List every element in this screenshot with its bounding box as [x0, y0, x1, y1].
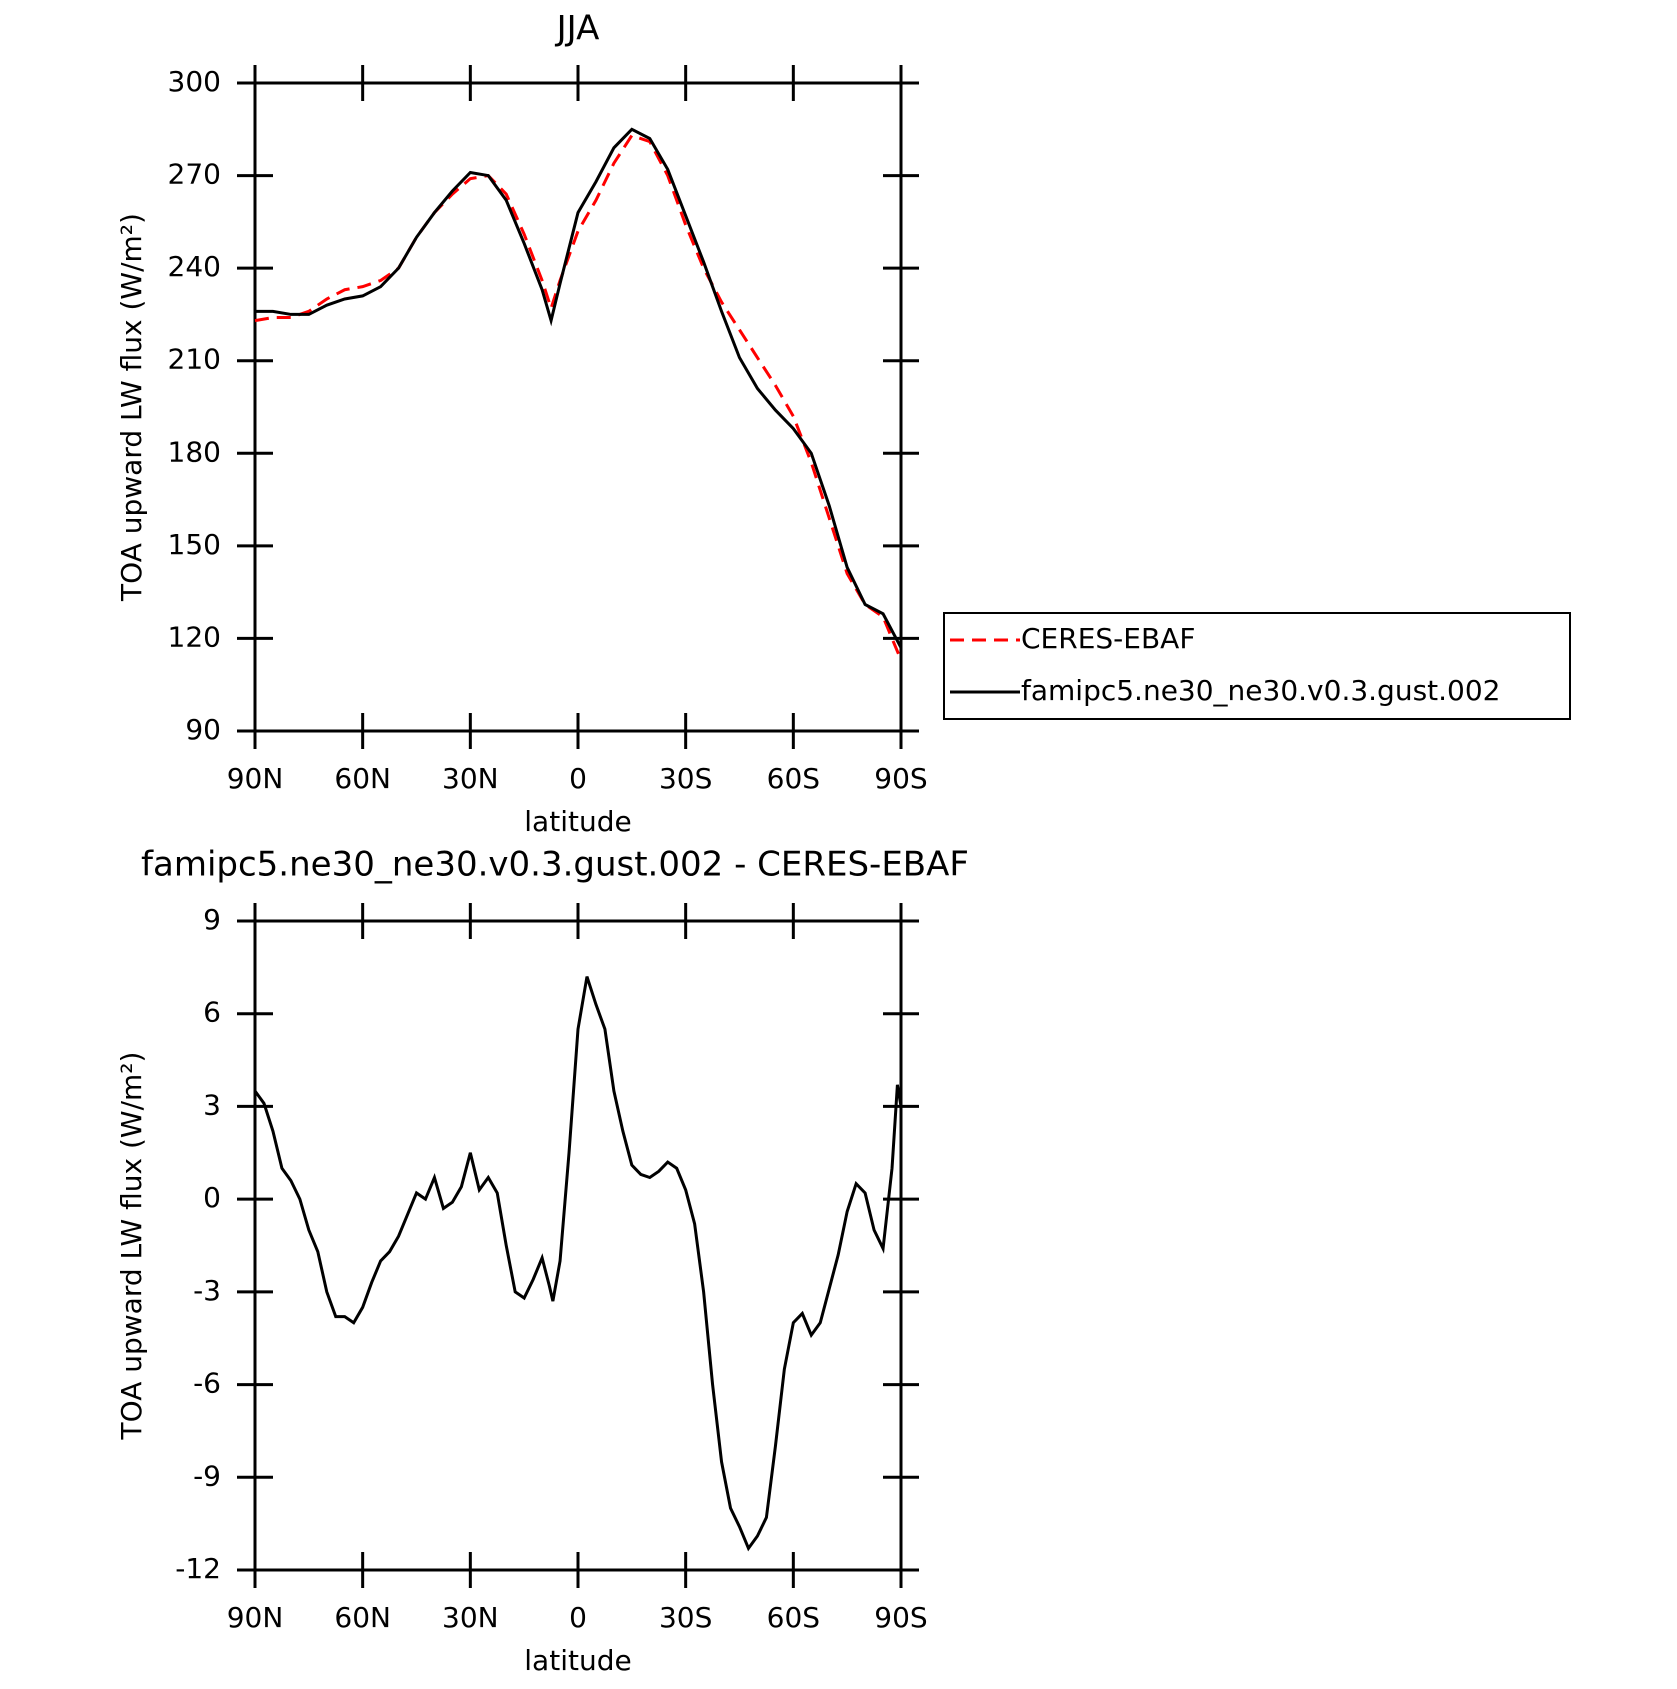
- x-tick-label: 90N: [227, 762, 284, 795]
- y-tick-label: 180: [168, 435, 221, 468]
- y-axis-label: TOA upward LW flux (W/m²): [115, 213, 148, 602]
- plot-frame: [253, 919, 903, 1572]
- y-tick-label: 120: [168, 620, 221, 653]
- y-tick-label: -9: [193, 1459, 221, 1492]
- chart-title: famipc5.ne30_ne30.v0.3.gust.002 - CERES-…: [141, 845, 969, 885]
- chart-title: JJA: [555, 9, 600, 49]
- plot-frame: [253, 81, 903, 733]
- x-tick-label: 60S: [767, 762, 820, 795]
- y-tick-label: 210: [168, 343, 221, 376]
- x-tick-label: 60N: [334, 762, 391, 795]
- legend-box: [943, 612, 1571, 720]
- series-line: [254, 133, 903, 661]
- x-tick-label: 90N: [227, 1601, 284, 1634]
- legend-label: CERES-EBAF: [1021, 622, 1195, 655]
- y-tick-label: 240: [168, 250, 221, 283]
- x-tick-label: 30S: [659, 1601, 712, 1634]
- x-axis-label: latitude: [524, 805, 631, 838]
- x-tick-label: 0: [569, 1601, 587, 1634]
- series-line: [255, 127, 903, 649]
- x-tick-label: 90S: [874, 1601, 927, 1634]
- y-tick-label: -6: [193, 1367, 221, 1400]
- y-tick-label: 9: [203, 903, 221, 936]
- y-tick-label: -12: [175, 1552, 221, 1585]
- y-axis-label: TOA upward LW flux (W/m²): [115, 1052, 148, 1441]
- x-axis-label: latitude: [524, 1644, 631, 1677]
- y-tick-label: 150: [168, 528, 221, 561]
- x-tick-label: 60S: [767, 1601, 820, 1634]
- x-tick-label: 60N: [334, 1601, 391, 1634]
- y-tick-label: 300: [168, 65, 221, 98]
- x-tick-label: 30N: [442, 1601, 499, 1634]
- y-tick-label: 3: [203, 1088, 221, 1121]
- x-tick-label: 30N: [442, 762, 499, 795]
- y-tick-label: 270: [168, 158, 221, 191]
- series-line: [253, 976, 903, 1552]
- y-tick-label: 90: [185, 713, 221, 746]
- y-tick-label: 6: [203, 996, 221, 1029]
- x-tick-label: 30S: [659, 762, 712, 795]
- x-tick-label: 90S: [874, 762, 927, 795]
- y-tick-label: -3: [193, 1274, 221, 1307]
- y-tick-label: 0: [203, 1181, 221, 1214]
- legend-label: famipc5.ne30_ne30.v0.3.gust.002: [1021, 674, 1501, 707]
- x-tick-label: 0: [569, 762, 587, 795]
